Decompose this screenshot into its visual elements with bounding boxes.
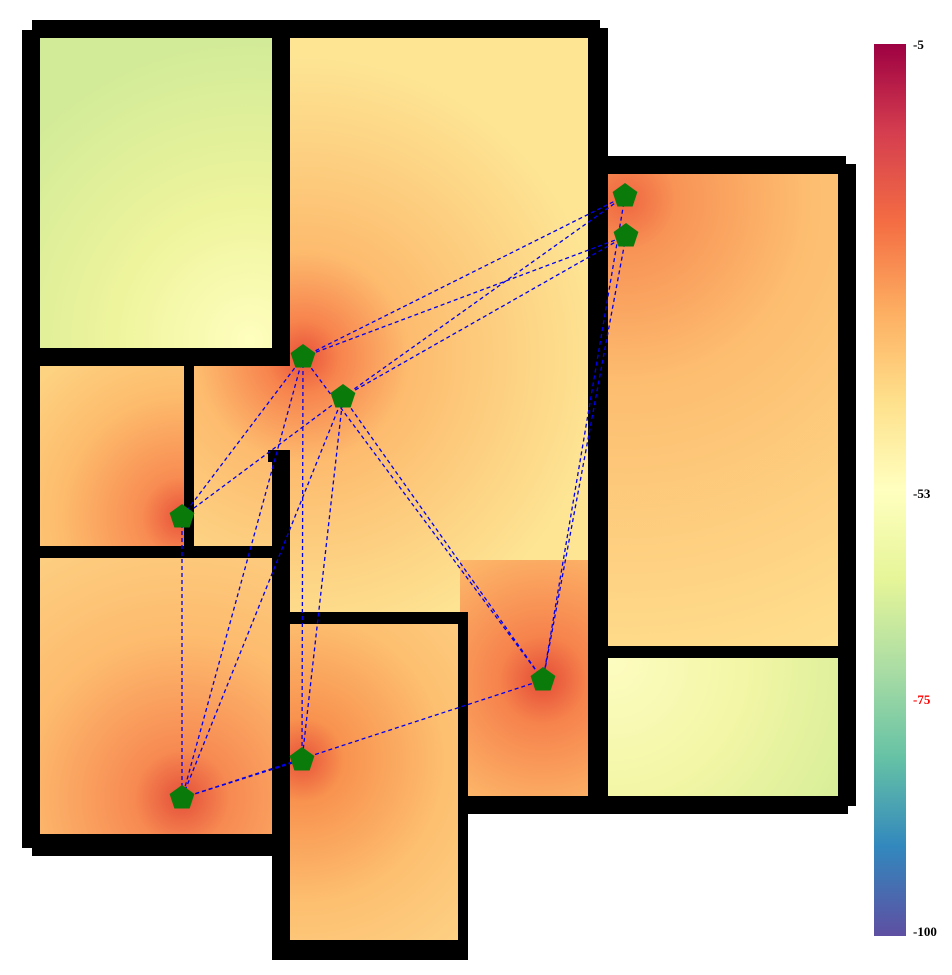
access-point-marker xyxy=(612,183,638,207)
access-point-marker xyxy=(330,384,356,408)
access-point-marker xyxy=(169,785,195,809)
room-left-middle xyxy=(40,366,188,548)
access-point-marker xyxy=(289,747,315,771)
wall-middle-left-horizontal xyxy=(32,546,272,558)
link-line xyxy=(181,396,344,518)
wall-small-vertical xyxy=(184,366,194,548)
colorbar-tick-mid: -53 xyxy=(913,486,931,501)
room-bottom-left xyxy=(40,556,272,834)
link-line xyxy=(542,195,626,681)
link-line xyxy=(181,356,304,799)
room-bottom-center xyxy=(290,622,460,944)
link-line xyxy=(301,396,344,761)
wall-stub xyxy=(268,450,290,462)
wall-bottom-room-top xyxy=(280,612,468,624)
link-line xyxy=(181,396,344,799)
links xyxy=(181,195,627,799)
wall-center-vertical-lower xyxy=(272,450,290,958)
room-right-upper xyxy=(606,174,838,648)
room-center-hall-lower xyxy=(460,560,592,798)
colorbar-tick-bottom: -100 xyxy=(913,924,937,939)
wall-center-vertical-upper xyxy=(272,30,290,366)
room-fills xyxy=(40,38,838,944)
room-top-left xyxy=(40,38,272,350)
wall-hall-bottom xyxy=(468,796,848,814)
link-line xyxy=(302,235,627,358)
wall-hall-right xyxy=(588,28,608,810)
link-line xyxy=(542,235,627,681)
link-line xyxy=(342,195,626,398)
link-line xyxy=(342,396,544,681)
wall-left xyxy=(22,30,40,848)
colorbar xyxy=(874,44,906,936)
link-line xyxy=(342,235,627,398)
walls xyxy=(22,20,856,960)
access-point-marker xyxy=(169,504,195,528)
colorbar-tick-top: -5 xyxy=(913,37,924,52)
wall-right xyxy=(838,164,856,806)
wall-bottom-room-bottom xyxy=(272,940,468,960)
access-point-marker xyxy=(613,223,639,247)
access-point-marker xyxy=(290,344,316,368)
wall-right-divider xyxy=(600,646,846,658)
wall-upper-left-horizontal xyxy=(32,348,290,366)
wall-top-left-corner xyxy=(22,30,40,40)
room-right-lower xyxy=(606,656,838,798)
link-line xyxy=(181,356,304,518)
wall-bottom-room-right xyxy=(458,612,468,952)
wall-bottom-left xyxy=(32,834,290,856)
access-point-marker xyxy=(530,667,556,691)
access-points xyxy=(169,183,639,809)
colorbar-tick-threshold: -75 xyxy=(913,692,931,707)
wall-right-top xyxy=(600,156,846,174)
wall-top xyxy=(32,20,600,38)
link-line xyxy=(181,679,544,799)
